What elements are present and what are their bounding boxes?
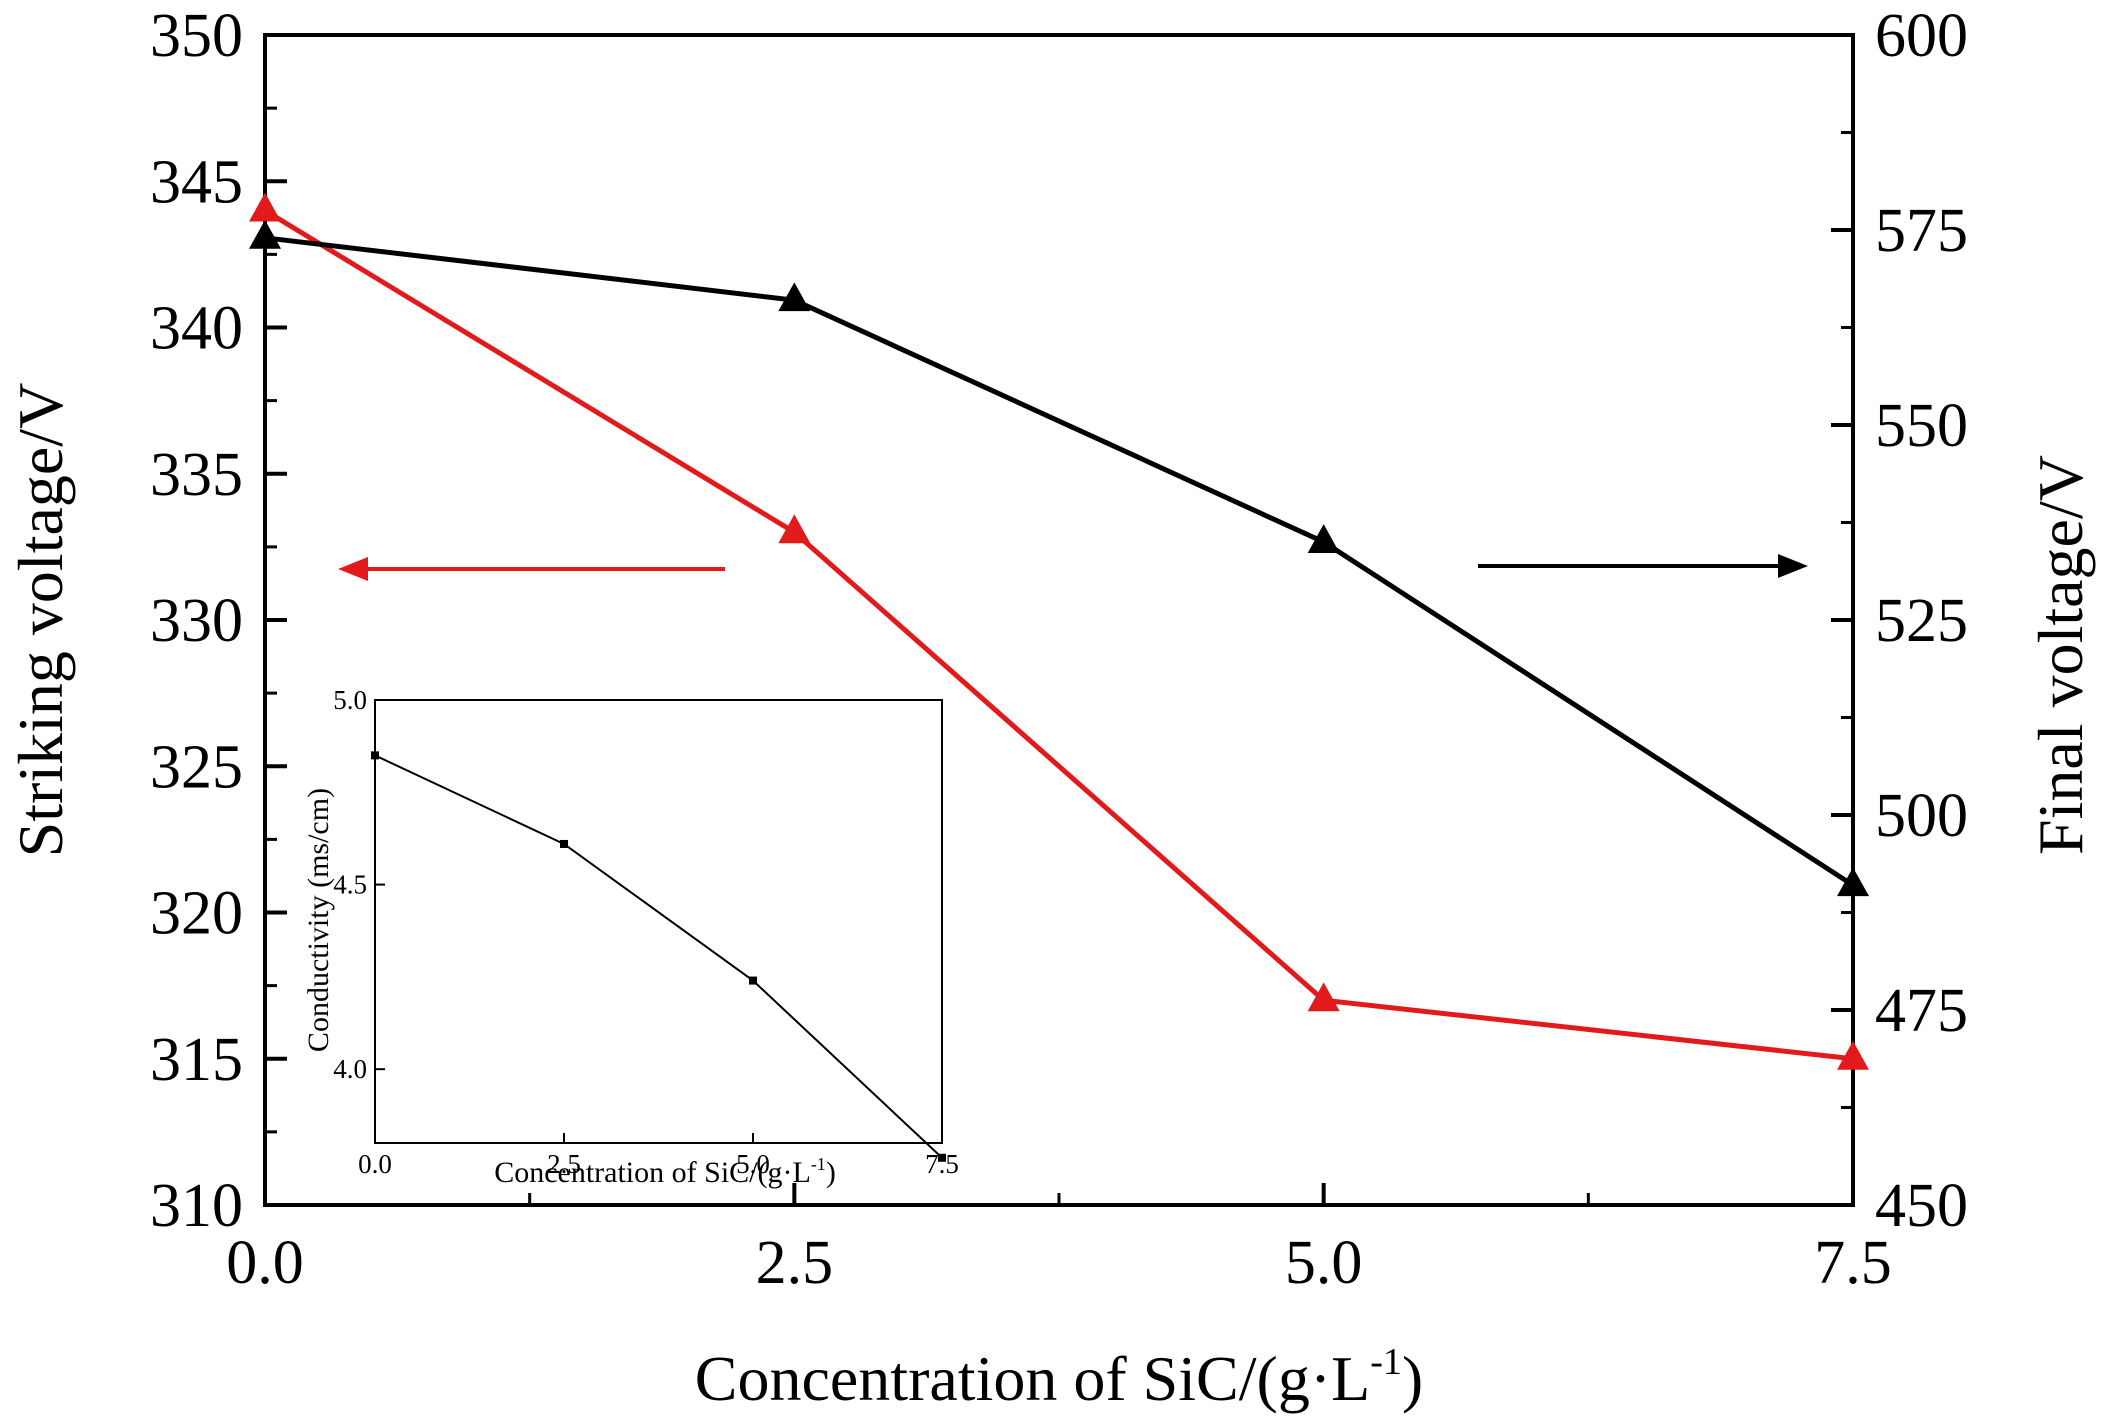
final-voltage-point	[249, 219, 281, 249]
final-voltage-point	[778, 282, 811, 312]
x-tick-label: 5.0	[1285, 1229, 1363, 1297]
y-left-tick-label: 340	[150, 295, 243, 363]
y-right-tick-label: 525	[1875, 587, 1968, 655]
inset-y-tick-label: 5.0	[333, 685, 367, 715]
y-left-tick-label: 325	[150, 733, 243, 801]
y-left-tick-label: 310	[150, 1172, 243, 1240]
left-arrow-head	[338, 557, 368, 581]
conductivity-point	[560, 839, 568, 848]
striking-voltage-point	[1307, 982, 1340, 1012]
final-voltage-point	[1307, 524, 1340, 553]
inset-x-axis-title-text: Concentration of SiC/(g·L	[494, 1156, 811, 1189]
axis-arrows	[338, 554, 1808, 581]
conductivity-point	[938, 1153, 946, 1162]
y-right-tick-label: 500	[1875, 782, 1968, 850]
x-tick-label: 7.5	[1814, 1229, 1892, 1297]
x-tick-label: 2.5	[756, 1229, 834, 1297]
striking-voltage-point	[249, 192, 281, 222]
inset-y-axis-title: Conductivity (ms/cm)	[302, 788, 335, 1052]
y-right-tick-label: 600	[1875, 2, 1968, 70]
x-axis-title-text: Concentration of SiC/(g·L	[695, 1343, 1370, 1414]
striking-voltage-line	[263, 208, 1854, 1062]
conductivity-point	[371, 751, 379, 760]
y-left-tick-label: 330	[150, 587, 243, 655]
inset-y-tick-label: 4.5	[333, 870, 367, 900]
x-tick-label: 0.0	[226, 1229, 304, 1297]
final-voltage-point	[1837, 867, 1869, 897]
y-right-tick-label: 550	[1875, 392, 1968, 460]
inset-x-tick-label: 7.5	[925, 1149, 959, 1179]
inset-axis-ticks: 0.0 2.5 5.0 7.5 4.0 4.5 5.0	[333, 685, 959, 1179]
y-left-tick-label: 320	[150, 880, 243, 948]
x-axis-title-end: )	[1402, 1343, 1423, 1414]
main-series	[249, 192, 1869, 1070]
x-axis-title: Concentration of SiC/(g·L-1)	[695, 1341, 1423, 1414]
y-left-tick-label: 345	[150, 148, 243, 216]
y-right-tick-label: 575	[1875, 197, 1968, 265]
inset-x-axis-title-end: )	[826, 1156, 836, 1189]
conductivity-line	[374, 754, 943, 1159]
inset-x-tick-label: 0.0	[358, 1149, 392, 1179]
inset-x-tick-label: 5.0	[736, 1149, 770, 1179]
inset-x-axis-title-sup: -1	[811, 1154, 826, 1174]
final-voltage-line	[264, 235, 1855, 888]
inset-series	[371, 751, 946, 1162]
y-right-tick-label: 450	[1875, 1172, 1968, 1240]
y-axis-title-left: Striking voltage/V	[5, 383, 76, 858]
y-left-tick-label: 335	[150, 441, 243, 509]
y-right-tick-label: 475	[1875, 977, 1968, 1045]
inset-x-tick-label: 2.5	[547, 1149, 581, 1179]
y-axis-title-right: Final voltage/V	[2025, 455, 2096, 855]
inset-chart: 0.0 2.5 5.0 7.5 4.0 4.5 5.0 Concentration of S…	[302, 685, 959, 1189]
inset-frame	[374, 699, 943, 1144]
striking-voltage-point	[1837, 1040, 1869, 1070]
x-axis-title-sup: -1	[1370, 1341, 1402, 1383]
y-left-tick-label: 315	[150, 1026, 243, 1094]
striking-voltage-point	[778, 514, 811, 544]
inset-y-tick-label: 4.0	[333, 1054, 367, 1084]
right-arrow-head	[1778, 554, 1808, 578]
inset-x-axis-title: Concentration of SiC/(g·L-1)	[494, 1154, 836, 1189]
y-left-tick-label: 350	[150, 2, 243, 70]
main-axis-ticks: 0.0 2.5 5.0 7.5 310 315 320 325 330 335 340 345 350 4…	[150, 2, 1968, 1297]
conductivity-point	[749, 976, 757, 985]
